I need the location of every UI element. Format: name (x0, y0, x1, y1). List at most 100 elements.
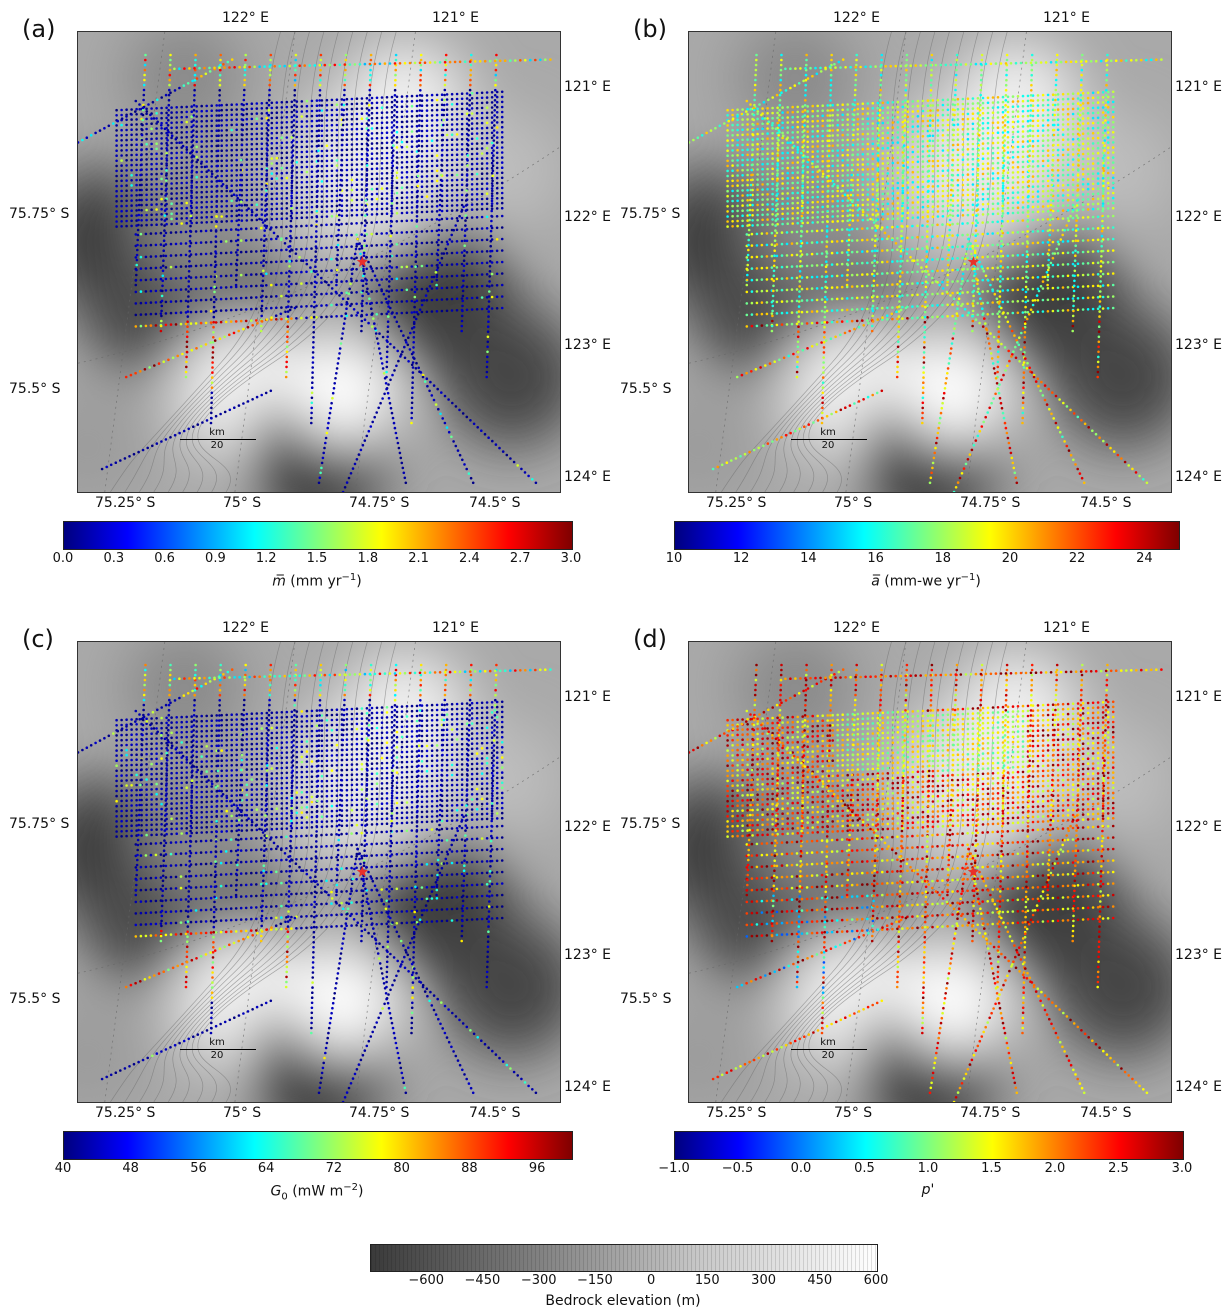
bedrock-colorbar-tick: 300 (751, 1273, 777, 1288)
bottom-lat-label: 75.25° S (95, 1105, 156, 1121)
left-lat-label: 75.75° S (9, 206, 70, 222)
top-lon-label: 121° E (1043, 620, 1091, 636)
colorbar-tick: 20 (1001, 551, 1019, 566)
map-area (77, 641, 561, 1103)
bedrock-colorbar-tick: −300 (520, 1273, 557, 1288)
panel-letter: (c) (22, 625, 54, 653)
colorbar-tick: 1.2 (255, 551, 277, 566)
colorbar-label: G0 (mW m−2) (270, 1182, 364, 1203)
bottom-lat-label: 74.5° S (1080, 495, 1132, 511)
left-lat-label: 75.75° S (620, 206, 681, 222)
colorbar (63, 1131, 573, 1160)
right-lon-label: 122° E (564, 819, 612, 835)
right-lon-label: 121° E (564, 79, 612, 95)
bottom-lat-label: 75° S (834, 1105, 873, 1121)
bedrock-colorbar-tick: −450 (464, 1273, 501, 1288)
drill-site-star-icon (967, 256, 980, 267)
colorbar-tick: 0.0 (52, 551, 74, 566)
colorbar-tick: 1.8 (357, 551, 379, 566)
colorbar-ticks: 0.0 0.3 0.6 0.9 1.2 1.5 1.8 2.1 2.4 2.7 3.0 (53, 551, 582, 569)
colorbar-tick: 12 (732, 551, 750, 566)
colorbar-tick: 2.0 (1044, 1161, 1066, 1176)
bottom-lat-label: 74.5° S (469, 1105, 521, 1121)
colorbar-tick: 2.4 (459, 551, 480, 566)
colorbar-tick: 0.3 (103, 551, 125, 566)
map-area (688, 31, 1172, 493)
bottom-lat-label: 74.75° S (349, 1105, 410, 1121)
left-lat-label: 75.75° S (620, 816, 681, 832)
left-lat-label: 75.5° S (9, 991, 61, 1007)
scale-bar (180, 439, 256, 440)
top-lon-label: 121° E (1043, 10, 1091, 26)
top-lon-label: 121° E (432, 10, 480, 26)
colorbar-ticks: 10 12 14 16 18 20 22 24 (666, 551, 1178, 569)
colorbar-tick: 18 (934, 551, 952, 566)
bedrock-colorbar-tick: −600 (408, 1273, 445, 1288)
panel-letter: (a) (22, 15, 56, 43)
map-area (77, 31, 561, 493)
top-lon-label: 122° E (222, 10, 270, 26)
colorbar-tick: 80 (393, 1161, 410, 1176)
colorbar-tick: 14 (800, 551, 817, 566)
right-lon-label: 123° E (564, 337, 612, 353)
flight-track-map (689, 32, 1171, 492)
flight-track-map (78, 32, 560, 492)
left-lat-label: 75.5° S (9, 381, 61, 397)
colorbar (63, 521, 573, 550)
colorbar-tick: 40 (54, 1161, 72, 1176)
colorbar-tick: 2.5 (1108, 1161, 1129, 1176)
bottom-lat-label: 74.5° S (1080, 1105, 1132, 1121)
scale-unit: km (820, 427, 836, 438)
colorbar-ticks: −1.0 −0.5 0.0 0.5 1.0 1.5 2.0 2.5 3.0 (658, 1161, 1192, 1179)
bedrock-colorbar-tick: 150 (694, 1273, 720, 1288)
bottom-lat-label: 74.5° S (469, 495, 521, 511)
top-lon-label: 121° E (432, 620, 480, 636)
map-area (688, 641, 1172, 1103)
colorbar-tick: 10 (665, 551, 683, 566)
colorbar-tick: 1.5 (306, 551, 328, 566)
colorbar-tick: 2.7 (509, 551, 531, 566)
left-lat-label: 75.5° S (620, 381, 672, 397)
colorbar-tick: 0.9 (205, 551, 226, 566)
left-lat-label: 75.75° S (9, 816, 70, 832)
bedrock-colorbar-label: Bedrock elevation (m) (545, 1293, 701, 1309)
colorbar (674, 521, 1180, 550)
right-lon-label: 123° E (1175, 947, 1223, 963)
flight-track-map (78, 642, 560, 1102)
right-lon-label: 121° E (1175, 689, 1223, 705)
top-lon-label: 122° E (833, 10, 881, 26)
right-lon-label: 124° E (564, 1079, 612, 1095)
colorbar-tick: 1.5 (981, 1161, 1002, 1176)
panel-letter: (d) (633, 625, 667, 653)
colorbar-tick: 96 (528, 1161, 546, 1176)
colorbar-label: a̅ (mm-we yr−1) (871, 572, 981, 590)
bedrock-colorbar-tick: −150 (577, 1273, 613, 1288)
bedrock-colorbar (370, 1244, 878, 1272)
colorbar-tick: 3.0 (1171, 1161, 1193, 1176)
right-lon-label: 121° E (564, 689, 612, 705)
top-lon-label: 122° E (833, 620, 881, 636)
colorbar-tick: 64 (257, 1161, 275, 1176)
bottom-lat-label: 75° S (223, 1105, 262, 1121)
scale-value: 20 (821, 1050, 835, 1061)
right-lon-label: 124° E (1175, 1079, 1223, 1095)
drill-site-star-icon (967, 866, 980, 877)
colorbar-tick: 88 (461, 1161, 478, 1176)
right-lon-label: 123° E (564, 947, 612, 963)
bottom-lat-label: 75.25° S (706, 495, 767, 511)
scale-bar (791, 1049, 867, 1050)
bottom-lat-label: 74.75° S (349, 495, 410, 511)
drill-site-star-icon (356, 866, 369, 877)
colorbar-tick: −0.5 (721, 1161, 754, 1176)
scale-unit: km (209, 427, 225, 438)
colorbar-label: p' (921, 1182, 935, 1198)
colorbar-tick: 48 (122, 1161, 139, 1176)
right-lon-label: 124° E (564, 469, 612, 485)
colorbar-tick: 16 (867, 551, 884, 566)
drill-site-star-icon (356, 256, 369, 267)
bottom-lat-label: 75° S (223, 495, 262, 511)
colorbar (674, 1131, 1184, 1160)
bottom-lat-label: 74.75° S (960, 1105, 1021, 1121)
colorbar-ticks: 40 48 56 64 72 80 88 96 (55, 1161, 571, 1179)
colorbar-tick: 1.0 (917, 1161, 939, 1176)
